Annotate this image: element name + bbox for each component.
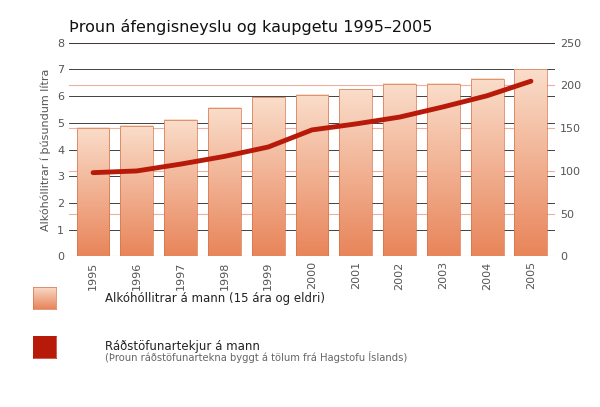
- Bar: [471, 79, 503, 256]
- Text: Þroun áfengisneyslu og kaupgetu 1995–2005: Þroun áfengisneyslu og kaupgetu 1995–200…: [69, 19, 433, 35]
- Bar: [340, 90, 372, 256]
- Bar: [427, 84, 460, 256]
- Bar: [383, 84, 416, 256]
- Bar: [77, 128, 109, 256]
- Y-axis label: Alkóhóllitrar í þúsundum lítra: Alkóhóllitrar í þúsundum lítra: [41, 68, 52, 231]
- Bar: [121, 125, 153, 256]
- Text: Alkóhóllitrar á mann (15 ára og eldri): Alkóhóllitrar á mann (15 ára og eldri): [105, 292, 325, 305]
- Bar: [252, 98, 284, 256]
- Text: Ráðstöfunartekjur á mann: Ráðstöfunartekjur á mann: [105, 340, 260, 353]
- Bar: [164, 120, 197, 256]
- Bar: [296, 95, 328, 256]
- Text: (Þroun ráðstöfunartekna byggt á tölum frá Hagstofu Íslands): (Þroun ráðstöfunartekna byggt á tölum fr…: [105, 351, 407, 363]
- Bar: [514, 70, 547, 256]
- Bar: [208, 108, 241, 256]
